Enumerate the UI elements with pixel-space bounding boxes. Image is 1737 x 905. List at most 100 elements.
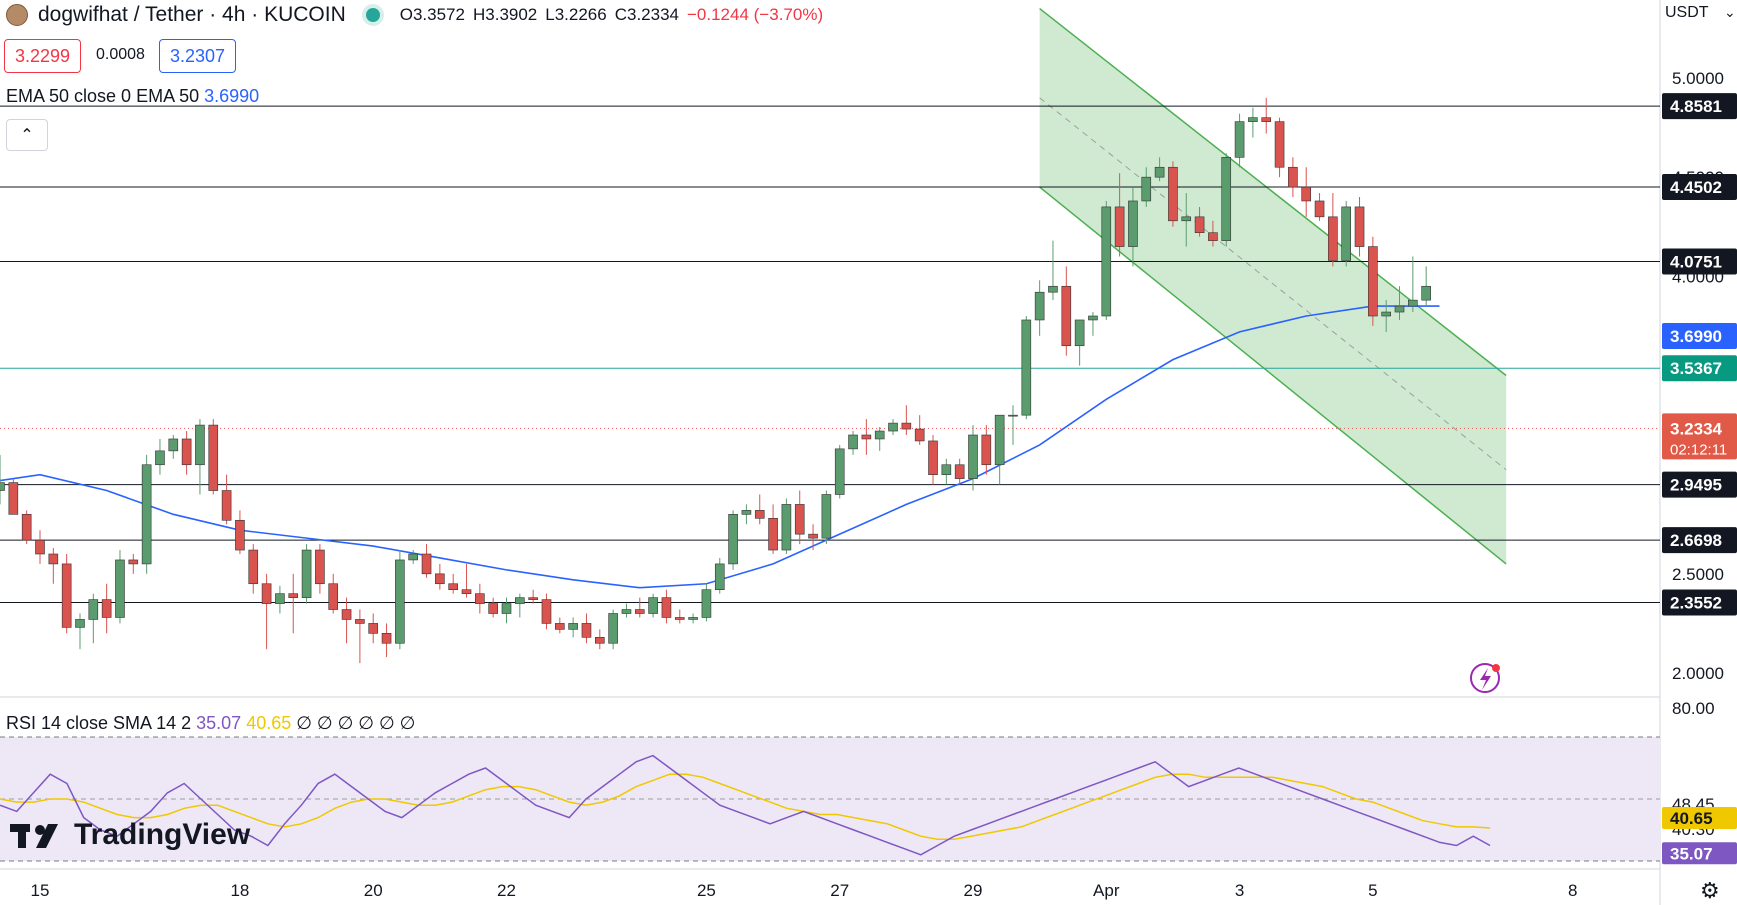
candle-body: [1314, 200, 1325, 218]
spread-value: 0.0008: [96, 46, 145, 63]
candle-body: [1074, 319, 1085, 347]
close-value: C3.2334: [614, 5, 679, 24]
lightning-icon-ring: [1470, 663, 1500, 693]
candle-body: [821, 494, 832, 539]
candle-body: [941, 464, 952, 475]
candle-body: [1194, 216, 1205, 233]
tradingview-logo-icon: [10, 824, 58, 848]
candle-body: [275, 593, 285, 604]
candle-body: [1101, 206, 1112, 317]
candle-body: [501, 603, 512, 614]
candle-body: [1248, 117, 1258, 122]
candle-body: [101, 599, 112, 618]
candle-body: [315, 549, 325, 585]
chevron-up-icon: ⌃: [20, 127, 34, 144]
symbol-header: dogwifhat / Tether · 4h · KUCOIN O3.3572…: [6, 2, 823, 28]
candle-body: [288, 593, 299, 598]
candle-body: [741, 510, 752, 515]
ask-price-button[interactable]: 3.2307: [159, 39, 237, 73]
time-tick-label: Apr: [1093, 881, 1120, 900]
candle-body: [115, 559, 125, 618]
candle-body: [1301, 186, 1312, 202]
rsi-legend[interactable]: RSI 14 close SMA 14 2 35.07 40.65 ∅ ∅ ∅ …: [6, 713, 415, 734]
candle-body: [1181, 216, 1192, 222]
countdown-tag: 02:12:11: [1670, 441, 1727, 458]
currency-selector[interactable]: USDT: [1665, 4, 1709, 21]
candle-body: [728, 514, 738, 565]
channel-upper-line: [1039, 7, 1507, 377]
candle-body: [235, 519, 245, 551]
candle-body: [861, 434, 872, 440]
time-tick-label: 15: [31, 881, 50, 900]
candle-body: [1048, 285, 1058, 293]
candle-body: [1061, 285, 1072, 347]
candle-body: [1114, 206, 1125, 247]
candle-body: [75, 619, 85, 628]
level-tag: 2.6698: [1670, 531, 1722, 550]
candle-body: [848, 434, 858, 450]
low-value: L3.2266: [545, 5, 607, 24]
candle-body: [48, 553, 59, 565]
gear-icon[interactable]: ⚙: [1700, 878, 1720, 903]
candle-body: [954, 464, 965, 479]
rsi-tag-bg: [1662, 842, 1737, 865]
candle-body: [528, 597, 538, 600]
candle-body: [1408, 299, 1418, 307]
time-tick-label: 27: [830, 881, 849, 900]
candle-body: [1021, 319, 1032, 416]
price-tick-label: 2.5000: [1672, 565, 1724, 584]
level-tag: 3.5367: [1670, 359, 1722, 378]
candle-body: [221, 490, 232, 521]
candle-body: [1128, 200, 1138, 247]
candle-body: [661, 597, 672, 618]
candle-body: [61, 563, 72, 628]
ema-legend-label: EMA 50 close 0 EMA 50: [6, 86, 200, 106]
level-tag-bg: [1662, 174, 1737, 201]
candle-body: [781, 504, 792, 551]
candle-body: [155, 450, 165, 466]
rsi-legend-value: 35.07: [196, 713, 242, 733]
candle-body: [488, 603, 498, 614]
level-tag: 4.8581: [1670, 97, 1722, 116]
tradingview-watermark: TradingView: [10, 818, 250, 852]
lightning-icon-badge: [1492, 664, 1500, 672]
candle-body: [914, 428, 925, 442]
candle-body: [35, 539, 45, 555]
candle-body: [1208, 232, 1218, 241]
chevron-down-icon[interactable]: ⌄: [1724, 4, 1736, 20]
candle-body: [968, 434, 978, 479]
ema-tag-bg: [1662, 323, 1737, 350]
candle-body: [888, 422, 898, 432]
lightning-icon-bolt: [1480, 668, 1491, 690]
time-tick-label: 22: [497, 881, 516, 900]
symbol-title[interactable]: dogwifhat / Tether · 4h · KUCOIN: [38, 3, 346, 26]
bid-price-button[interactable]: 3.2299: [4, 39, 82, 73]
candle-body: [435, 573, 445, 585]
time-tick-label: 8: [1568, 881, 1577, 900]
candle-body: [621, 609, 632, 614]
candle-body: [8, 482, 19, 515]
candle-body: [794, 504, 805, 535]
candle-body: [381, 633, 392, 644]
candle-body: [475, 593, 485, 604]
candle-body: [341, 609, 352, 620]
candle-body: [928, 440, 938, 475]
ema-legend[interactable]: EMA 50 close 0 EMA 50 3.6990: [6, 86, 259, 107]
candle-body: [901, 422, 912, 430]
candle-body: [1141, 176, 1152, 202]
candle-body: [21, 514, 32, 541]
candle-body: [834, 448, 845, 495]
collapse-legend-button[interactable]: ⌃: [6, 119, 48, 151]
ema-tag: 3.6990: [1670, 327, 1722, 346]
current-price-tag-bg: [1662, 413, 1737, 460]
channel-midline: [1039, 97, 1507, 471]
price-tick-label: 5.0000: [1672, 69, 1724, 88]
candle-body: [395, 559, 405, 644]
rsi-sma-tag-bg: [1662, 806, 1737, 829]
candle-body: [1328, 216, 1338, 261]
candle-body: [461, 589, 472, 594]
time-tick-label: 25: [697, 881, 716, 900]
ema-legend-value: 3.6990: [204, 86, 260, 106]
candle-body: [634, 609, 645, 614]
candle-body: [1394, 305, 1405, 313]
